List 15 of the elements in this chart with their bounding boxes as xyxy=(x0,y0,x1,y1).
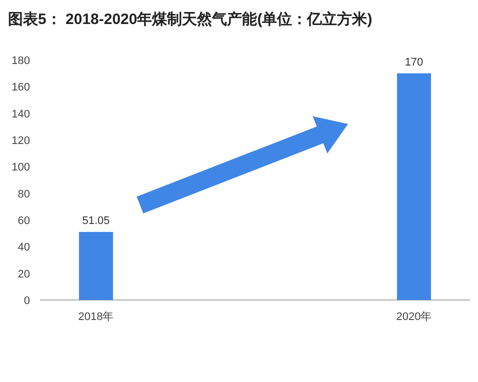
x-tick-label: 2018年 xyxy=(78,311,114,323)
y-tick-label: 0 xyxy=(24,295,30,307)
y-tick-label: 80 xyxy=(18,188,30,200)
chart-title: 图表5： 2018-2020年煤制天然气产能(单位：亿立方米) xyxy=(8,10,372,28)
y-tick-label: 60 xyxy=(18,215,30,227)
y-tick-label: 100 xyxy=(12,162,30,174)
y-tick-label: 120 xyxy=(12,135,30,147)
data-label: 170 xyxy=(404,56,424,68)
data-label: 51.05 xyxy=(82,214,110,227)
y-tick-label: 180 xyxy=(12,55,30,67)
y-tick-label: 140 xyxy=(12,108,30,120)
y-tick-label: 20 xyxy=(18,268,30,280)
x-tick-label: 2020年 xyxy=(396,311,432,323)
y-tick-label: 40 xyxy=(18,242,30,254)
y-tick-label: 160 xyxy=(12,82,30,94)
